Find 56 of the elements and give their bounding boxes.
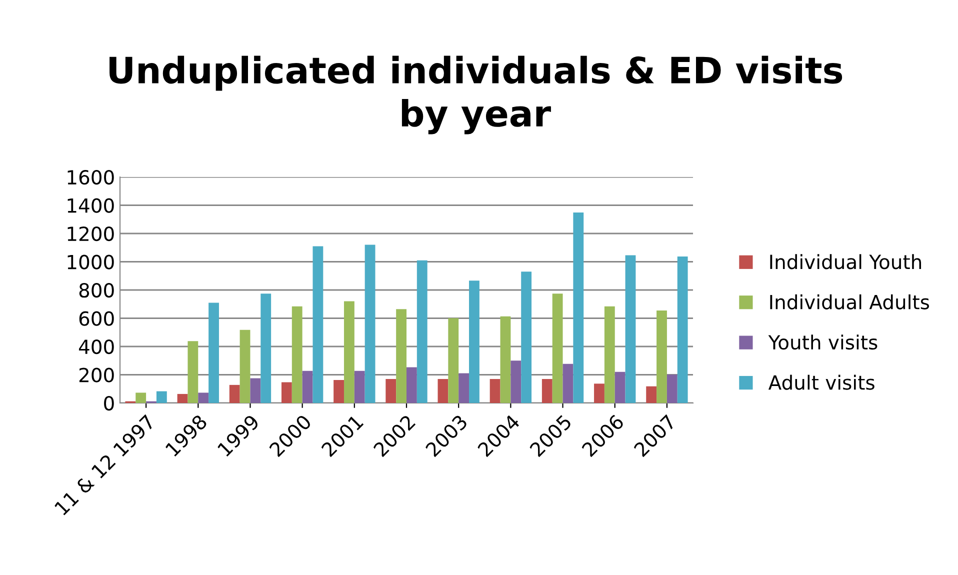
chart-title: Unduplicated individuals & ED visits by year (110, 56, 842, 134)
y-tick-label: 400 (78, 339, 114, 354)
bar (198, 392, 209, 403)
bar (469, 280, 480, 403)
bar (677, 256, 688, 403)
bar (500, 316, 511, 403)
y-tick-label: 1400 (68, 198, 114, 213)
bar (312, 246, 324, 403)
bar (510, 360, 522, 403)
bar (562, 364, 574, 403)
bar (542, 378, 552, 403)
y-tick-label: 1000 (68, 254, 114, 270)
bar (448, 318, 459, 403)
bar (594, 384, 604, 403)
bar (406, 367, 417, 403)
bar (292, 306, 302, 403)
bar (396, 309, 406, 403)
bar (334, 380, 344, 403)
bar (521, 272, 532, 403)
bar (625, 255, 636, 403)
bar (260, 294, 272, 403)
bar (614, 372, 626, 403)
bar (281, 382, 292, 403)
bar (646, 386, 657, 403)
bar (229, 384, 240, 403)
legend-label: Adult visits (768, 374, 874, 390)
bar (458, 373, 470, 403)
y-tick-label: 800 (79, 282, 114, 298)
bar (438, 378, 448, 403)
y-tick-label: 600 (79, 311, 114, 326)
y-tick-label: 200 (79, 368, 114, 382)
bar (208, 302, 219, 403)
bar (604, 306, 615, 403)
legend-label: Youth visits (768, 334, 878, 350)
bar (177, 394, 188, 403)
bar (136, 392, 146, 403)
bar (573, 212, 584, 403)
bar (250, 378, 261, 403)
bar (416, 260, 428, 403)
bar (656, 310, 667, 403)
bar (490, 378, 500, 403)
bar (188, 341, 198, 403)
bar (156, 391, 167, 403)
y-tick-label: 0 (104, 396, 114, 411)
legend-label: Individual Youth (770, 254, 922, 270)
y-tick-label: 1200 (68, 226, 114, 242)
bar (364, 244, 376, 403)
y-tick-label: 1600 (68, 170, 114, 185)
bar (354, 370, 365, 403)
legend-label: Individual Adults (770, 294, 930, 310)
bar (344, 301, 354, 403)
bar (552, 294, 563, 403)
bar (386, 378, 396, 403)
bar (666, 374, 678, 403)
bar (240, 330, 250, 403)
bar (302, 370, 313, 403)
